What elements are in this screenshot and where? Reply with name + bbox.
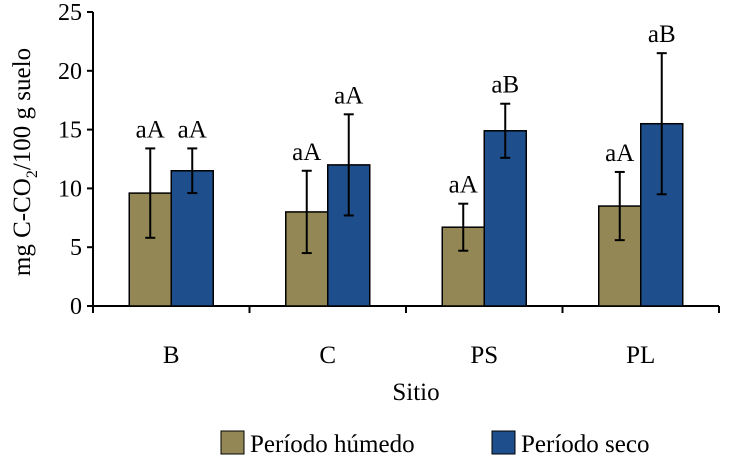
x-category-label: C: [319, 342, 336, 369]
y-axis-title-part: mg C-CO: [9, 178, 36, 276]
legend-label-humid: Período húmedo: [250, 431, 415, 458]
y-tick-label: 15: [58, 118, 82, 144]
y-ticks: 0 5 10 15 20 25: [58, 0, 93, 320]
significance-label: aA: [605, 140, 634, 167]
y-axis-title-subscript: 2: [24, 170, 41, 178]
y-tick-label: 0: [70, 294, 82, 320]
y-axis-title-part: /100 g suelo: [9, 48, 36, 170]
x-category-label: PS: [470, 342, 498, 369]
significance-label: aA: [334, 82, 363, 109]
legend-swatch-dry: [491, 430, 516, 455]
y-tick-label: 5: [70, 235, 82, 261]
legend: Período húmedo Período seco: [220, 430, 649, 458]
significance-label: aA: [178, 116, 207, 143]
y-tick-label: 25: [58, 0, 82, 26]
significance-label: aA: [136, 116, 165, 143]
x-category-label: B: [163, 342, 180, 369]
significance-labels: aA aA aA aA aA aB aA aB: [136, 21, 676, 199]
bar: [483, 130, 527, 307]
y-tick-label: 10: [58, 176, 82, 202]
significance-label: aB: [491, 72, 519, 99]
x-axis-title: Sitio: [392, 379, 439, 406]
legend-label-dry: Período seco: [521, 431, 649, 458]
y-tick-label: 20: [58, 59, 82, 85]
significance-label: aB: [648, 21, 676, 48]
x-category-label: PL: [626, 342, 655, 369]
significance-label: aA: [292, 139, 321, 166]
y-axis-title: mg C-CO2/100 g suelo: [9, 48, 41, 276]
x-ticks: B C PS PL: [92, 306, 720, 369]
significance-label: aA: [449, 172, 478, 199]
bars: [128, 52, 684, 307]
legend-swatch-humid: [220, 430, 245, 455]
